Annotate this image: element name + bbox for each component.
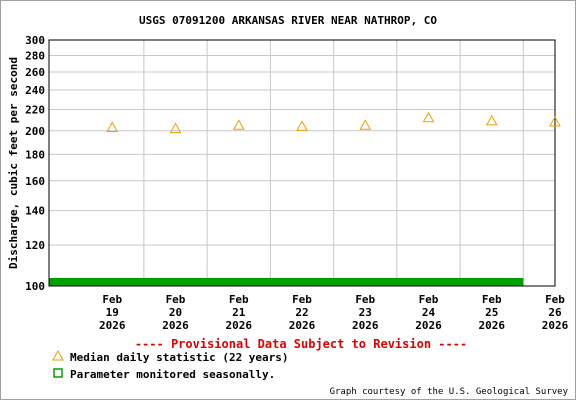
x-tick-label: Feb bbox=[292, 293, 312, 306]
provisional-notice: ---- Provisional Data Subject to Revisio… bbox=[135, 337, 467, 351]
x-tick-label: 23 bbox=[359, 306, 372, 319]
y-tick-label: 180 bbox=[25, 148, 45, 161]
legend-label-median: Median daily statistic (22 years) bbox=[70, 351, 289, 364]
x-tick-label: 20 bbox=[169, 306, 182, 319]
legend-triangle-icon bbox=[52, 349, 64, 361]
grid bbox=[49, 40, 555, 286]
x-tick-label: 25 bbox=[485, 306, 498, 319]
median-point bbox=[422, 111, 435, 123]
x-tick-label: 2026 bbox=[415, 319, 442, 332]
y-tick-label: 120 bbox=[25, 239, 45, 252]
triangle-icon bbox=[52, 349, 64, 361]
x-tick-label: Feb bbox=[102, 293, 122, 306]
median-point bbox=[106, 121, 119, 132]
y-tick-labels: 100 120 140 160 180 200 220 240 260 280 300 bbox=[25, 34, 45, 293]
legend-square-icon bbox=[53, 368, 63, 378]
seasonal-bar bbox=[49, 278, 524, 286]
x-tick-label: 2026 bbox=[479, 319, 506, 332]
median-point bbox=[485, 114, 498, 126]
x-tick-label: 26 bbox=[548, 306, 562, 319]
x-tick-label: 22 bbox=[295, 306, 308, 319]
x-tick-label: 19 bbox=[106, 306, 119, 319]
median-point bbox=[549, 115, 561, 127]
x-tick-label: Feb bbox=[355, 293, 375, 306]
credit-text: Graph courtesy of the U.S. Geological Su… bbox=[330, 387, 569, 397]
legend: Median daily statistic (22 years) Parame… bbox=[52, 349, 289, 381]
y-tick-label: 140 bbox=[25, 205, 45, 218]
x-tick-label: Feb bbox=[229, 293, 249, 306]
x-tick-label: Feb bbox=[545, 293, 565, 306]
y-tick-label: 240 bbox=[25, 84, 45, 97]
y-tick-label: 200 bbox=[25, 125, 45, 138]
x-tick-label: 2026 bbox=[226, 319, 253, 332]
y-tick-label: 300 bbox=[25, 34, 45, 47]
data-points bbox=[106, 111, 561, 134]
median-point bbox=[359, 119, 372, 130]
x-tick-label: 2026 bbox=[99, 319, 126, 332]
x-tick-label: Feb bbox=[482, 293, 502, 306]
seasonal-bar-layer bbox=[49, 278, 524, 286]
plot-border bbox=[48, 39, 556, 287]
y-tick-label: 160 bbox=[25, 175, 45, 188]
x-tick-label: 2026 bbox=[542, 319, 569, 332]
x-tick-label: 2026 bbox=[289, 319, 316, 332]
median-point bbox=[232, 119, 245, 130]
y-axis-label: Discharge, cubic feet per second bbox=[7, 57, 20, 269]
y-tick-label: 260 bbox=[25, 66, 45, 79]
y-tick-label: 280 bbox=[25, 49, 45, 62]
y-tick-label: 220 bbox=[25, 103, 45, 116]
x-tick-label: 2026 bbox=[352, 319, 379, 332]
y-tick-label: 100 bbox=[25, 280, 45, 293]
x-tick-label: 2026 bbox=[162, 319, 189, 332]
x-tick-label: Feb bbox=[419, 293, 439, 306]
x-tick-label: 24 bbox=[422, 306, 436, 319]
chart-title: USGS 07091200 ARKANSAS RIVER NEAR NATHRO… bbox=[139, 14, 437, 27]
x-tick-labels: Feb192026Feb202026Feb212026Feb222026Feb2… bbox=[99, 293, 569, 332]
median-point bbox=[169, 122, 182, 134]
legend-label-seasonal: Parameter monitored seasonally. bbox=[70, 368, 275, 381]
x-tick-label: 21 bbox=[232, 306, 246, 319]
x-tick-label: Feb bbox=[166, 293, 186, 306]
median-point bbox=[296, 120, 308, 131]
